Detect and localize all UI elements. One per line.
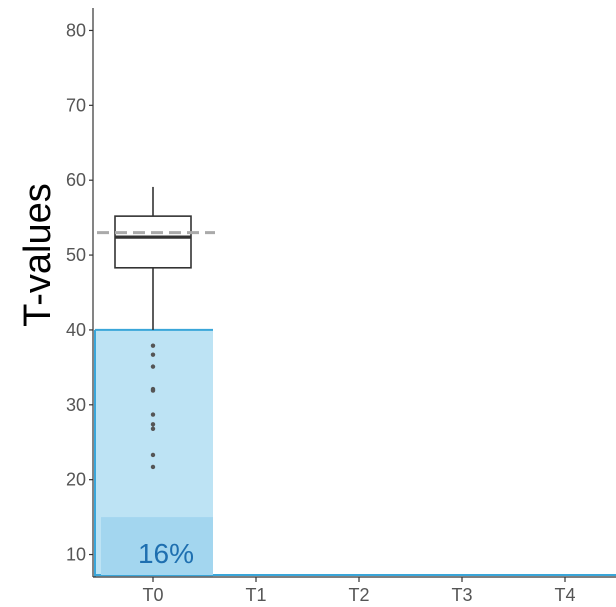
outlier-point [150,352,156,357]
outlier-point [150,388,156,393]
box-layer [114,186,192,470]
y-axis-ticks: 10 20 30 40 50 60 70 80 [66,20,93,565]
y-tick-label: 10 [66,545,86,565]
y-tick-label: 60 [66,170,86,190]
outlier-point [150,364,156,369]
x-tick-label: T1 [245,585,266,605]
y-tick-label: 80 [66,20,86,40]
y-tick-label: 30 [66,395,86,415]
percentage-band [101,517,213,575]
x-tick-label: T2 [348,585,369,605]
x-axis-ticks: T0 T1 T2 T3 T4 [142,577,576,605]
outlier-point [150,422,156,427]
y-tick-label: 40 [66,320,86,340]
box-iqr [114,215,192,269]
annotation-layer: 16% [101,517,213,575]
x-tick-label: T0 [142,585,163,605]
y-tick-label: 50 [66,245,86,265]
outlier-point [150,412,156,417]
axes-layer [92,8,616,578]
percentage-label: 16% [138,538,194,569]
outlier-point [150,426,156,431]
x-tick-label: T4 [554,585,575,605]
outlier-point [150,464,156,470]
outlier-point [150,452,156,458]
y-axis-label: T-values [17,183,59,327]
outlier-point [150,343,156,348]
x-tick-label: T3 [451,585,472,605]
y-tick-label: 70 [66,95,86,115]
y-tick-label: 20 [66,470,86,490]
